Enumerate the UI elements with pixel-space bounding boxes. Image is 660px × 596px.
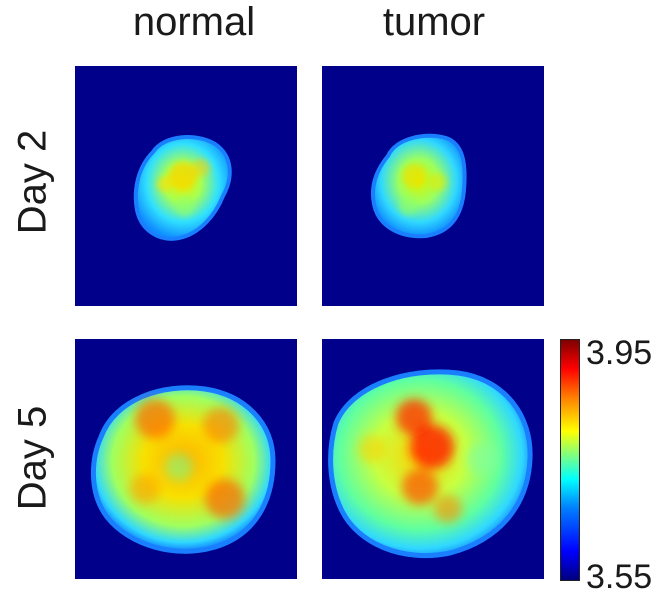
row-label-day5: Day 5 [10, 405, 55, 511]
heatmap-day2-tumor [322, 66, 544, 306]
heatmap-day5-tumor [322, 339, 544, 579]
row-label-day2: Day 2 [10, 129, 55, 235]
heatmap-day5-normal [75, 339, 297, 579]
colorbar [560, 339, 580, 581]
column-label-normal: normal [132, 0, 256, 44]
heatmap-day2-normal [75, 66, 297, 306]
column-label-tumor: tumor [382, 0, 486, 44]
colorbar-min-label: 3.55 [586, 558, 653, 596]
colorbar-max-label: 3.95 [586, 334, 653, 372]
